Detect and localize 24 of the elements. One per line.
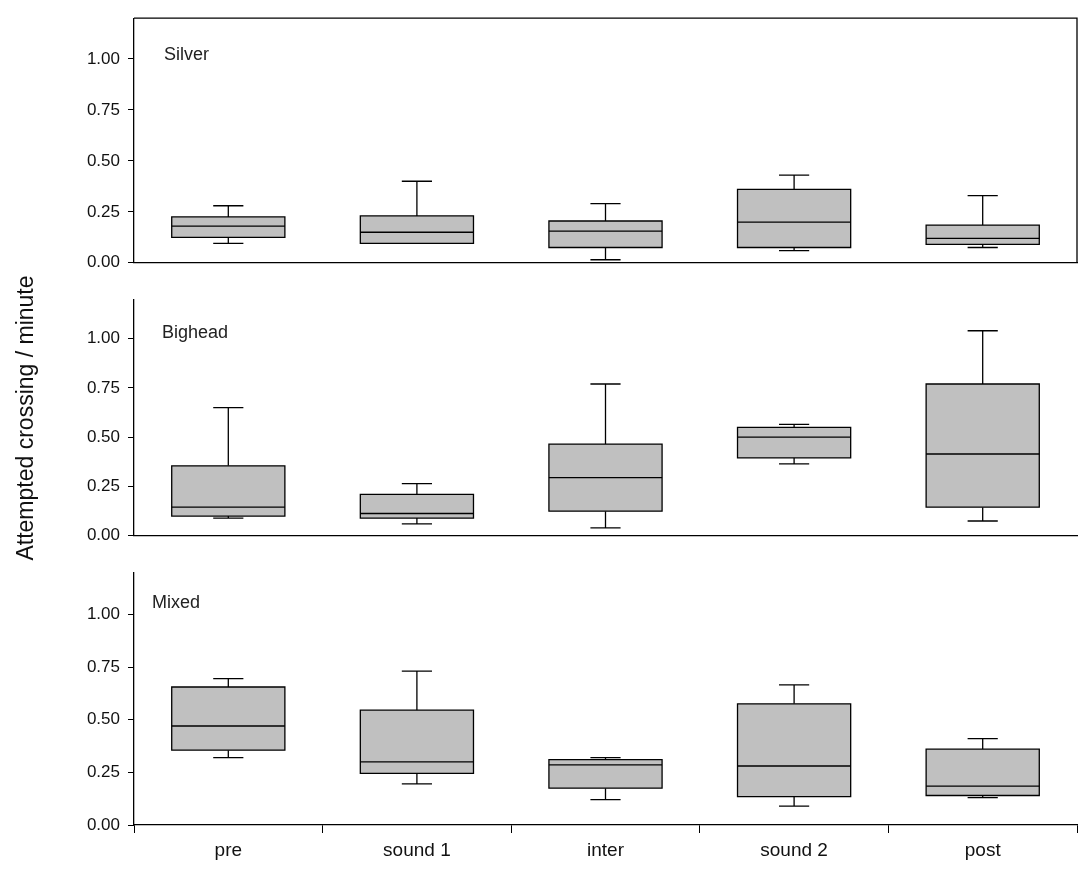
y-tick-label: 0.25 — [86, 476, 120, 496]
annotation: Mixed — [152, 592, 201, 613]
annotation: Silver — [164, 44, 210, 65]
y-tick-label: 0.75 — [86, 656, 120, 676]
y-tick-label: 0.00 — [86, 252, 120, 272]
y-tick-label: 1.00 — [86, 48, 120, 68]
y-tick-label: 0.50 — [86, 426, 120, 446]
y-tick-label: 0.50 — [86, 709, 120, 729]
x-tick-label: inter — [587, 838, 625, 860]
y-axis-title: Attempted crossing / minute — [11, 274, 39, 561]
y-tick-label: 0.25 — [86, 762, 120, 782]
y-tick-label: 0.75 — [86, 99, 120, 119]
y-tick-label: 0.00 — [86, 525, 120, 545]
y-tick-label: 0.25 — [86, 201, 120, 221]
x-tick-label: pre — [214, 838, 243, 860]
y-tick-label: 0.00 — [86, 814, 120, 834]
y-tick-label: 0.50 — [86, 150, 120, 170]
y-tick-label: 1.00 — [86, 604, 120, 624]
y-tick-label: 0.75 — [86, 377, 120, 397]
x-tick-label: sound 1 — [383, 838, 451, 860]
x-tick-label: sound 2 — [760, 838, 828, 860]
y-tick-label: 1.00 — [86, 328, 120, 348]
annotation: Bighead — [162, 322, 229, 343]
x-tick-label: post — [964, 838, 1002, 860]
